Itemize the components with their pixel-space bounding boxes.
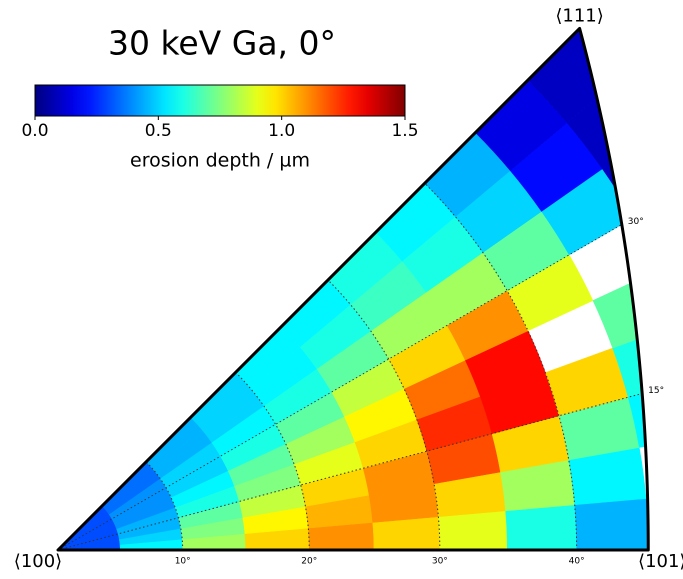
depth-cell bbox=[438, 510, 508, 550]
corner-label: ⟨111⟩ bbox=[555, 5, 603, 26]
colorbar-tick-label: 0.5 bbox=[145, 121, 172, 141]
colorbar bbox=[34, 84, 406, 117]
azimuth-grid-line bbox=[58, 224, 623, 550]
tilt-grid-line bbox=[145, 461, 184, 550]
depth-cell bbox=[505, 504, 577, 550]
tilt-tick-label: 20° bbox=[301, 557, 317, 567]
depth-cell bbox=[627, 377, 649, 448]
tilt-tick-label: 30° bbox=[432, 557, 448, 567]
grid bbox=[58, 182, 643, 550]
colorbar-label: erosion depth / µm bbox=[130, 150, 310, 172]
depth-map bbox=[58, 28, 649, 550]
colorbar-tick-label: 0.0 bbox=[21, 121, 48, 141]
tilt-tick-label: 40° bbox=[569, 557, 585, 567]
corner-label: ⟨100⟩ bbox=[14, 551, 62, 572]
azimuth-tick-label: 30° bbox=[628, 217, 644, 227]
colorbar-tick-label: 1.5 bbox=[391, 121, 418, 141]
azimuth-grid-line bbox=[58, 392, 643, 550]
colorbar-tick-label: 1.0 bbox=[268, 121, 295, 141]
azimuth-tick-label: 15° bbox=[648, 386, 664, 396]
tilt-grid-line bbox=[235, 371, 310, 550]
depth-cell bbox=[612, 322, 649, 398]
chart-title: 30 keV Ga, 0° bbox=[108, 24, 336, 63]
depth-cell bbox=[574, 498, 649, 550]
tilt-tick-label: 10° bbox=[175, 557, 191, 567]
corner-label: ⟨101⟩ bbox=[638, 551, 683, 572]
triangle-outline bbox=[56, 26, 650, 552]
